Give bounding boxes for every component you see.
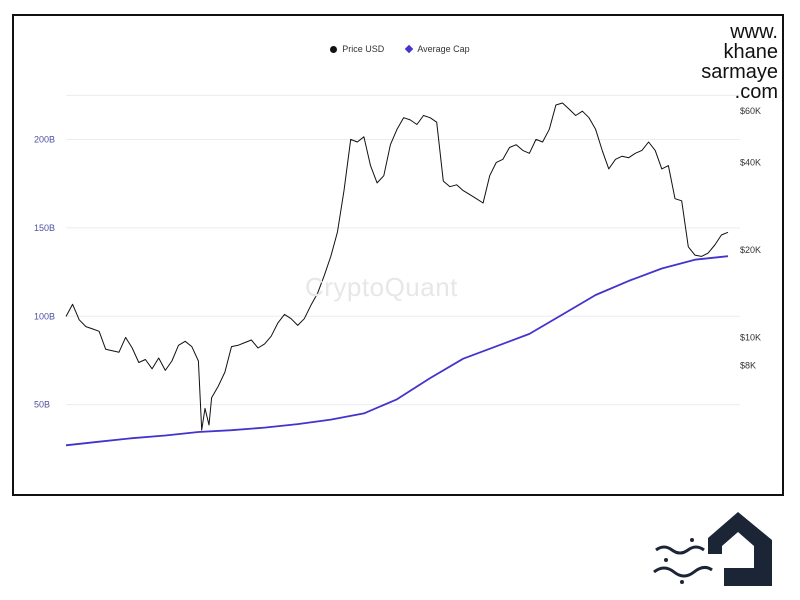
site-text: www. khane sarmaye .com (701, 22, 778, 102)
left-axis: 50B 100B 150B 200B (34, 135, 55, 410)
legend-item-average-cap[interactable]: Average Cap (405, 44, 470, 54)
series-line-average-cap (65, 255, 729, 447)
chart-frame (12, 14, 784, 496)
right-tick-label: $20K (740, 245, 761, 255)
legend: Price USD Average Cap (0, 44, 800, 54)
legend-label-price: Price USD (342, 44, 385, 54)
circle-icon (330, 45, 338, 53)
series-layer (65, 102, 729, 447)
left-tick-label: 100B (34, 311, 55, 321)
watermark: CryptoQuant (305, 272, 458, 302)
logo-script-bottom (653, 565, 713, 578)
left-tick-label: 150B (34, 223, 55, 233)
diamond-icon (405, 44, 414, 54)
logo-script-top (655, 545, 705, 555)
right-tick-label: $8K (740, 361, 756, 371)
grid-layer (66, 94, 740, 406)
site-line: www. (730, 21, 778, 43)
logo-emblem (708, 512, 772, 586)
site-line: khane (723, 41, 779, 63)
brand-logo-icon (653, 512, 772, 586)
logo-dot (690, 538, 694, 542)
left-tick-label: 50B (34, 400, 50, 410)
series-line-price (65, 102, 729, 431)
right-tick-label: $40K (740, 157, 761, 167)
site-line: sarmaye (701, 61, 778, 83)
logo-dot (680, 580, 684, 584)
right-axis: $8K $10K $20K $40K $60K (740, 106, 761, 370)
legend-item-price[interactable]: Price USD (330, 44, 384, 54)
right-tick-label: $60K (740, 106, 761, 116)
left-tick-label: 200B (34, 135, 55, 145)
site-line: .com (734, 81, 778, 103)
logo-dot (664, 558, 668, 562)
right-tick-label: $10K (740, 332, 761, 342)
legend-label-average-cap: Average Cap (417, 44, 470, 54)
